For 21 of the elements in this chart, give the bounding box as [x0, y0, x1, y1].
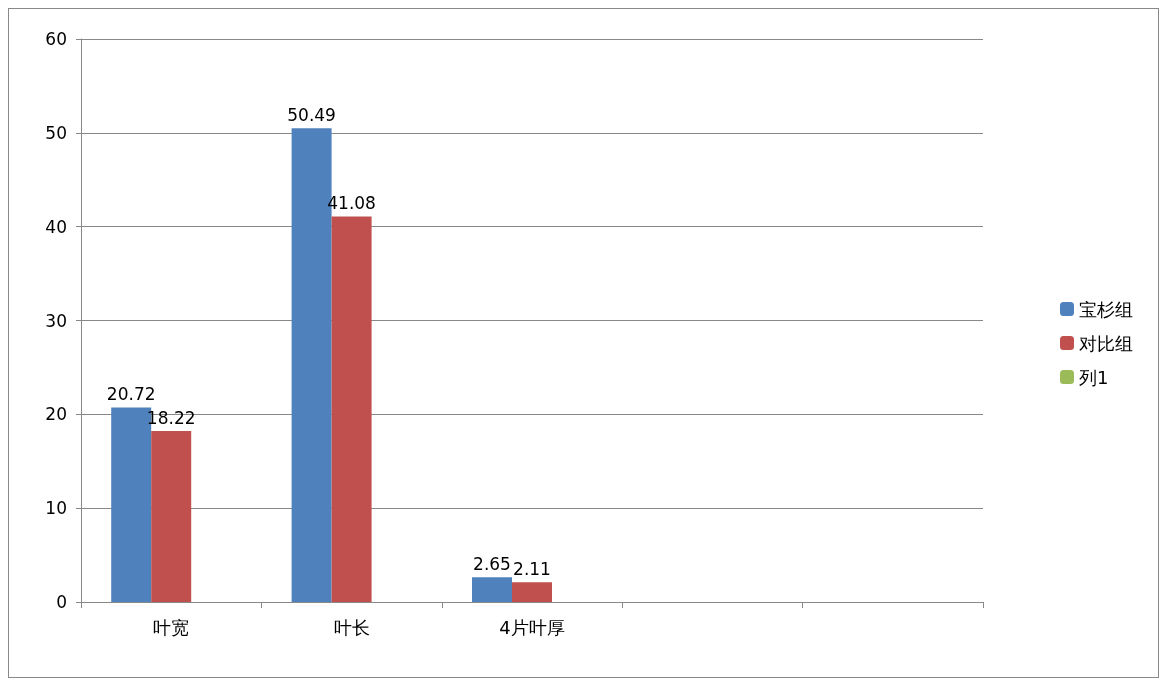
y-tick-label: 0 — [56, 592, 67, 612]
x-tick-label: 4片叶厚 — [499, 616, 565, 638]
y-tick-label: 50 — [45, 122, 67, 143]
bar — [512, 582, 552, 602]
bar — [331, 216, 372, 602]
y-tick-label: 20 — [45, 404, 67, 425]
bar — [472, 577, 512, 602]
data-label: 20.72 — [106, 384, 156, 405]
x-tick-label: 叶宽 — [153, 616, 190, 638]
data-label: 2.65 — [473, 553, 511, 574]
bar — [151, 431, 192, 602]
data-label: 50.49 — [287, 104, 336, 125]
data-label: 2.11 — [513, 558, 551, 579]
legend-label: 宝杉组 — [1079, 298, 1133, 320]
x-tick-label: 叶长 — [333, 616, 370, 638]
legend-label: 对比组 — [1079, 332, 1133, 354]
y-tick-label: 60 — [45, 29, 67, 49]
y-tick-label: 10 — [45, 498, 67, 519]
legend-label: 列1 — [1079, 366, 1109, 388]
y-tick-label: 30 — [45, 310, 67, 331]
y-tick-label: 40 — [45, 216, 67, 237]
